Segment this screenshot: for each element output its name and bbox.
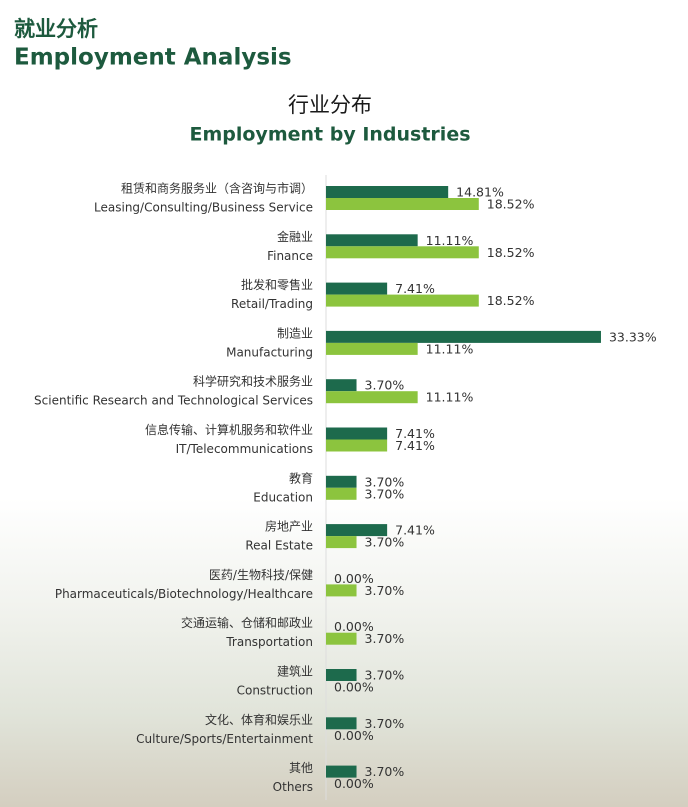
- category-label-zh: 批发和零售业: [241, 277, 313, 292]
- category-label: Culture/Sports/Entertainment: [136, 732, 313, 746]
- category-label-zh: 教育: [289, 470, 313, 485]
- category-label: Leasing/Consulting/Business Service: [94, 201, 313, 215]
- value-label: 7.41%: [395, 281, 435, 296]
- bar: [326, 198, 479, 210]
- bar: [326, 524, 388, 537]
- bar: [326, 475, 357, 488]
- value-label: 18.52%: [487, 197, 535, 212]
- value-label: 18.52%: [487, 245, 535, 260]
- category-label: Education: [253, 490, 313, 504]
- category-label: IT/Telecommunications: [176, 442, 313, 456]
- bar: [326, 294, 479, 307]
- bar: [326, 234, 418, 247]
- bar: [326, 391, 418, 404]
- bar: [326, 632, 357, 645]
- value-label: 3.70%: [365, 378, 405, 393]
- value-label: 3.70%: [365, 583, 405, 598]
- bar: [326, 186, 449, 198]
- bar: [326, 342, 418, 355]
- category-label-zh: 建筑业: [277, 664, 313, 679]
- category-label-zh: 房地产业: [265, 519, 313, 534]
- bar: [326, 282, 388, 295]
- chart-title: 行业分布: [288, 93, 372, 117]
- value-label: 0.00%: [334, 680, 374, 695]
- value-label: 14.81%: [456, 185, 504, 200]
- bar: [326, 717, 357, 730]
- value-label: 18.52%: [487, 293, 535, 308]
- bar: [326, 330, 601, 343]
- bar: [326, 536, 357, 549]
- value-label: 3.70%: [365, 764, 405, 779]
- bar: [326, 379, 357, 392]
- background-photo: [0, 498, 688, 807]
- category-label-zh: 其他: [289, 761, 313, 775]
- value-label: 3.70%: [365, 716, 405, 731]
- category-label: Scientific Research and Technological Se…: [34, 394, 313, 408]
- value-label: 0.00%: [334, 619, 374, 634]
- value-label: 3.70%: [365, 631, 405, 646]
- bar: [326, 487, 357, 500]
- category-label: Others: [273, 780, 313, 794]
- category-label-zh: 交通运输、仓储和邮政业: [181, 615, 313, 630]
- category-label-zh: 医药/生物科技/保健: [209, 568, 313, 582]
- value-label: 3.70%: [365, 535, 405, 550]
- value-label: 0.00%: [334, 728, 374, 743]
- bar: [326, 439, 388, 452]
- bar: [326, 765, 357, 778]
- value-label: 11.11%: [426, 233, 474, 248]
- value-label: 3.70%: [365, 668, 405, 683]
- value-label: 3.70%: [365, 474, 405, 489]
- category-label: Finance: [267, 249, 313, 263]
- value-label: 11.11%: [426, 390, 474, 405]
- bar: [326, 246, 479, 259]
- header-title-zh: 就业分析: [14, 17, 98, 41]
- value-label: 7.41%: [395, 438, 435, 453]
- chart-subtitle: Employment by Industries: [189, 124, 470, 146]
- category-label-zh: 制造业: [277, 326, 313, 340]
- value-label: 7.41%: [395, 426, 435, 441]
- category-label: Retail/Trading: [231, 297, 313, 311]
- category-label-zh: 租赁和商务服务业（含咨询与市调）: [121, 181, 313, 196]
- category-label: Pharmaceuticals/Biotechnology/Healthcare: [55, 587, 313, 601]
- category-label-zh: 金融业: [277, 229, 313, 244]
- bar: [326, 669, 357, 681]
- bar: [326, 584, 357, 597]
- bar: [326, 427, 388, 440]
- value-label: 11.11%: [426, 341, 474, 356]
- category-label-zh: 信息传输、计算机服务和软件业: [145, 422, 313, 437]
- category-label-zh: 科学研究和技术服务业: [193, 374, 313, 389]
- category-label: Transportation: [225, 635, 313, 649]
- category-label: Manufacturing: [226, 345, 313, 359]
- value-label: 3.70%: [365, 486, 405, 501]
- header-title-en: Employment Analysis: [14, 45, 292, 71]
- category-label: Construction: [237, 684, 313, 698]
- value-label: 0.00%: [334, 776, 374, 791]
- category-label-zh: 文化、体育和娱乐业: [205, 712, 313, 727]
- value-label: 7.41%: [395, 523, 435, 538]
- value-label: 33.33%: [609, 329, 657, 344]
- category-label: Real Estate: [245, 539, 313, 553]
- value-label: 0.00%: [334, 571, 374, 586]
